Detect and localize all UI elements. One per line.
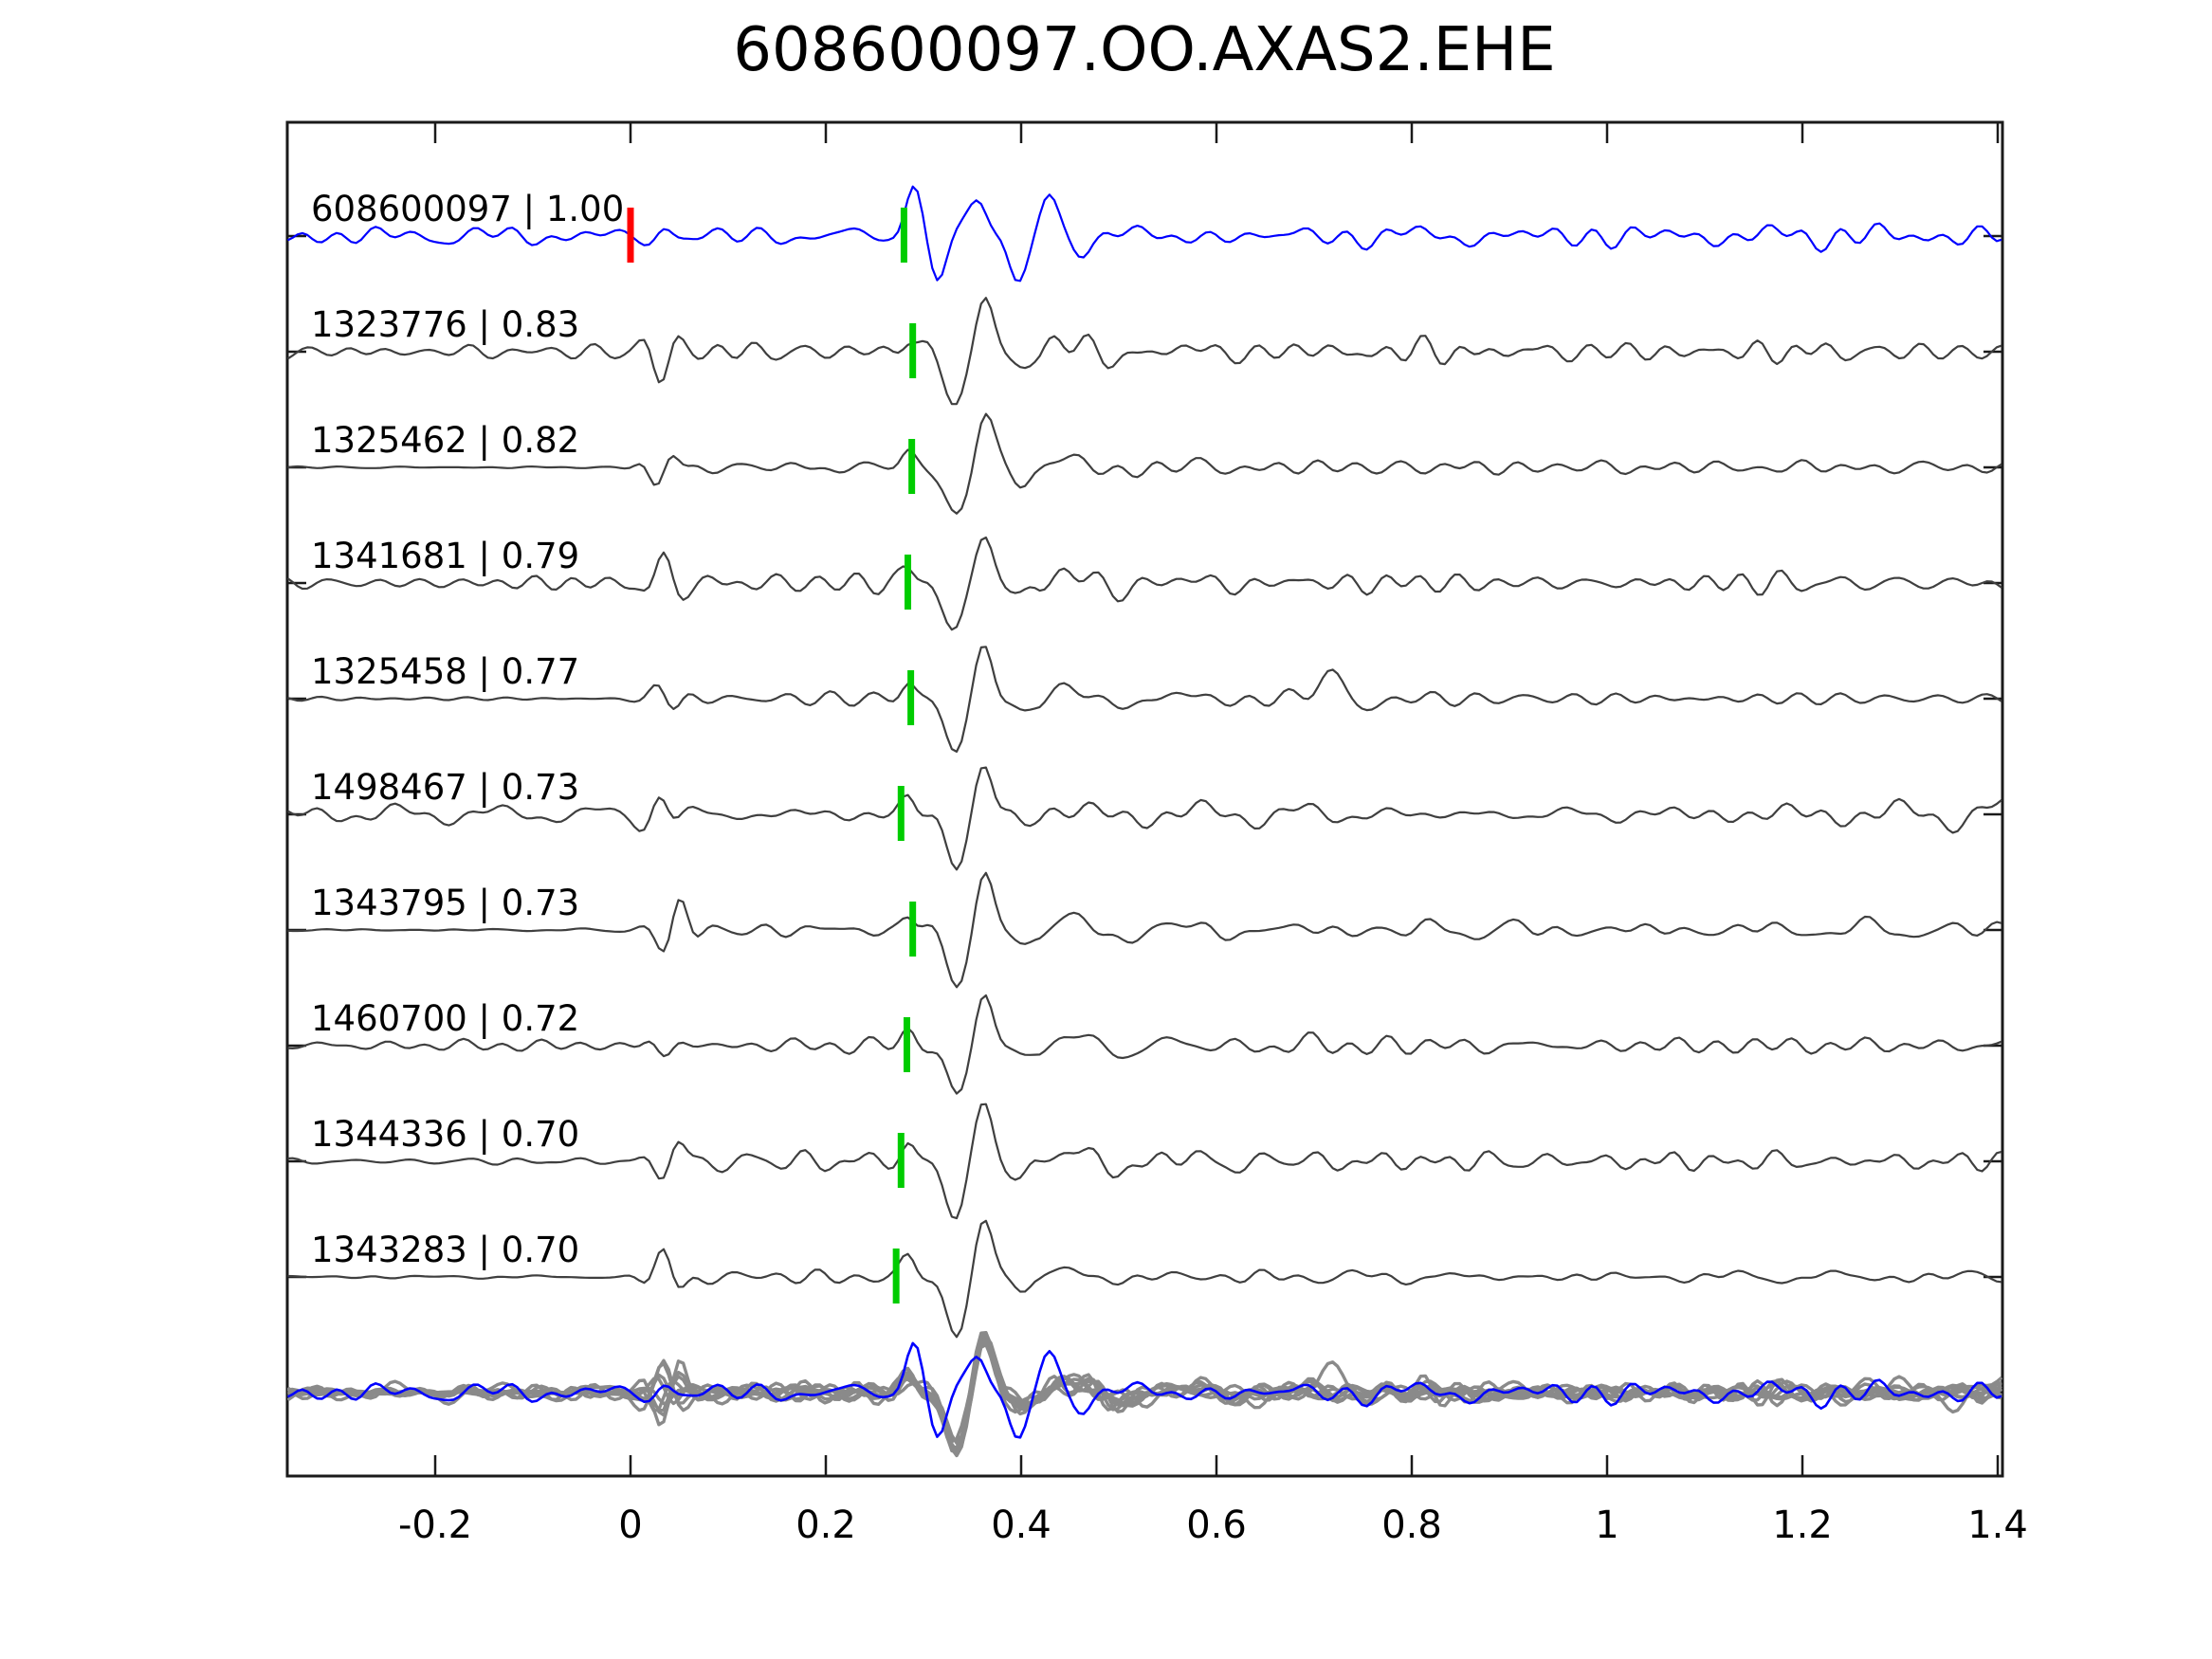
trace-label: 1325458 | 0.77 <box>311 651 579 692</box>
detection-trace <box>287 871 2002 989</box>
detection-trace <box>287 412 2002 515</box>
pick-marker <box>909 323 917 378</box>
x-tick-label: 0.8 <box>1381 1504 1442 1547</box>
origin-marker <box>627 208 634 263</box>
pick-marker <box>900 208 907 263</box>
x-tick-label: 0.6 <box>1186 1504 1247 1547</box>
pick-marker <box>907 670 915 725</box>
overlay-template-trace <box>287 1341 2002 1439</box>
axes: -0.2 0 0.2 0.4 0.6 0.8 1 1.2 1.4 <box>285 120 2028 1547</box>
detection-trace <box>287 297 2002 406</box>
x-tick-label: 1.2 <box>1772 1504 1833 1547</box>
trace-label: 1343795 | 0.73 <box>311 883 579 923</box>
x-tick-label: 1 <box>1595 1504 1618 1547</box>
trace-label: 1460700 | 0.72 <box>311 998 579 1039</box>
pick-marker <box>892 1249 900 1304</box>
pick-marker <box>908 439 916 494</box>
x-tick-label: -0.2 <box>398 1504 472 1547</box>
x-tick-label: 0.4 <box>991 1504 1051 1547</box>
pick-marker <box>909 902 917 957</box>
template-trace <box>287 185 2002 283</box>
marker-group <box>627 208 917 1304</box>
detection-trace <box>287 1103 2002 1220</box>
trace-label: 1343283 | 0.70 <box>311 1230 579 1270</box>
trace-label: 1344336 | 0.70 <box>311 1114 579 1155</box>
trace-label: 1325462 | 0.82 <box>311 420 579 461</box>
x-tick-label: 0 <box>618 1504 642 1547</box>
axes-frame <box>285 120 2004 1478</box>
overlay-detection-trace <box>287 1331 2002 1454</box>
detection-trace <box>287 536 2002 631</box>
x-tick-label: 1.4 <box>1967 1504 2028 1547</box>
trace-label: 1498467 | 0.73 <box>311 767 579 808</box>
pick-marker <box>897 1133 905 1188</box>
detection-trace <box>287 646 2002 753</box>
pick-marker <box>897 786 905 841</box>
trace-group <box>287 185 2002 1458</box>
overlay-detection-trace <box>287 1342 2002 1444</box>
trace-label: 608600097 | 1.00 <box>311 189 624 229</box>
detection-trace <box>287 994 2002 1095</box>
pick-marker <box>905 555 912 610</box>
pick-marker <box>903 1017 910 1072</box>
x-tick-label: 0.2 <box>795 1504 856 1547</box>
trace-label: 1323776 | 0.83 <box>311 304 579 345</box>
figure-title: 608600097.OO.AXAS2.EHE <box>733 15 1555 85</box>
trace-label: 1341681 | 0.79 <box>311 536 579 576</box>
label-group: 608600097 | 1.00 1323776 | 0.83 1325462 | … <box>311 189 624 1270</box>
detection-trace <box>287 1219 2002 1339</box>
detection-trace <box>287 766 2002 871</box>
